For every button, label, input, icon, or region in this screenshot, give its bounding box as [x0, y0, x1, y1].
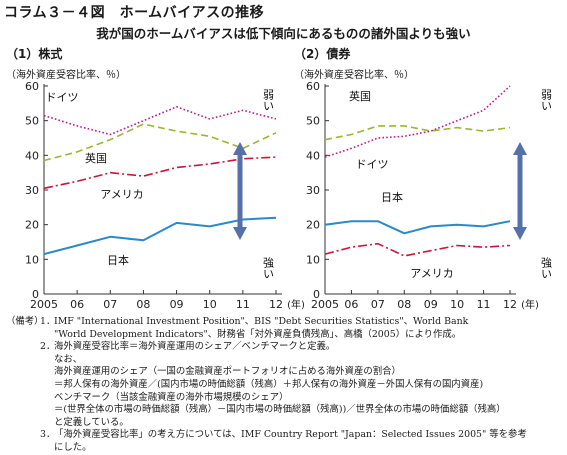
y-tick-label: 20 [306, 219, 320, 232]
bias-arrow-up-icon [233, 142, 247, 155]
y-unit-label-stocks: （海外資産受容比率、％） [6, 70, 126, 81]
y-tick-label: 20 [25, 219, 39, 232]
note-text: ＝(世界全体の市場の時価総額（残高）－国内市場の時価総額（残高))／世界全体の市… [54, 404, 506, 416]
series-label-uk: 英国 [85, 151, 107, 165]
note-text: と定義している。 [54, 416, 129, 428]
y-tick-label: 40 [25, 149, 39, 162]
x-tick-label: 09 [170, 298, 184, 311]
series-label-japan: 日本 [107, 253, 129, 267]
strong-label: 強い [262, 257, 275, 279]
y-tick-label: 0 [32, 288, 39, 301]
series-line-uk [324, 125, 511, 141]
x-tick-label: 11 [477, 298, 491, 311]
x-tick-label: 08 [397, 298, 411, 311]
x-tick-label: 06 [344, 298, 358, 311]
bias-arrow-down-icon [233, 227, 247, 240]
figure-title: コラム３－４図 ホームバイアスの推移 [4, 5, 265, 21]
x-tick-label: 12 [503, 298, 517, 311]
note-text: にした。 [54, 441, 92, 453]
note-text: 海外資産受容比率＝海外資産運用のシェア／ベンチマークと定義。 [54, 341, 336, 353]
x-tick-label: 10 [203, 298, 217, 311]
note-text: IMF "International Investment Position"、… [54, 316, 469, 327]
series-label-usa: アメリカ [100, 188, 143, 201]
x-tick-label: 12 [269, 298, 283, 311]
x-tick-label: 08 [136, 298, 150, 311]
series-line-japan [43, 216, 277, 256]
y-tick-label: 10 [25, 253, 39, 266]
note-number: 3． [40, 429, 56, 441]
note-number: 2． [40, 341, 56, 353]
note-number: 1． [40, 316, 56, 327]
x-tick-label: 06 [70, 298, 84, 311]
y-tick-label: 40 [306, 149, 320, 162]
y-tick-label: 30 [306, 184, 320, 197]
x-tick-label: 07 [103, 298, 117, 311]
weak-label: 弱い [262, 89, 275, 111]
series-label-germany: ドイツ [356, 158, 389, 171]
series-line-uk [43, 123, 277, 162]
x-tick-label: 2005 [30, 298, 58, 311]
series-line-germany [324, 85, 511, 158]
x-unit-label: (年) [521, 298, 539, 311]
series-label-uk: 英国 [349, 89, 371, 103]
x-tick-label: 2005 [311, 298, 339, 311]
panel-title-stocks: （1）株式 [6, 47, 63, 61]
y-tick-label: 50 [306, 115, 320, 128]
series-line-japan [324, 220, 511, 235]
y-tick-label: 10 [306, 253, 320, 266]
x-unit-label: (年) [287, 298, 305, 311]
y-tick-label: 60 [25, 80, 39, 93]
y-unit-label-bonds: （海外資産受容比率、％） [294, 70, 414, 81]
series-label-japan: 日本 [381, 190, 403, 204]
note-text: なお、 [54, 353, 83, 365]
y-tick-label: 50 [25, 115, 39, 128]
x-tick-label: 11 [236, 298, 250, 311]
x-tick-label: 09 [424, 298, 438, 311]
series-line-usa [324, 242, 511, 257]
panel-title-bonds: （2）債券 [294, 47, 351, 61]
note-text: 「海外資産受容比率」の考え方については、IMF Country Report "… [54, 429, 527, 441]
series-label-germany: ドイツ [46, 91, 79, 104]
note-text: "World Development Indicators"、財務省「対外資産負… [54, 328, 462, 340]
stocks-chart: 0 10 20 30 40 50 60 2005 06 07 08 09 10 11 12 (年) ドイツ英国ア… [25, 80, 305, 311]
series-line-germany [43, 106, 277, 136]
x-tick-label: 07 [371, 298, 385, 311]
notes-section: （備考） 1． IMF "International Investment Po… [6, 316, 562, 455]
bias-arrow-up-icon [513, 142, 527, 155]
note-text: ベンチマーク（当該金融資産の海外市場規模のシェア） [54, 391, 289, 403]
weak-label: 弱い [540, 89, 553, 111]
bias-arrow-down-icon [513, 227, 527, 240]
x-tick-label: 10 [450, 298, 464, 311]
y-tick-label: 30 [25, 184, 39, 197]
notes-label: （備考） [6, 316, 44, 327]
bonds-chart: 0 10 20 30 40 50 60 2005 06 07 08 09 10 11 12 (年) 英国ドイツ日… [306, 80, 553, 311]
note-text: 海外資産運用のシェア（一国の金融資産ポートフォリオに占める海外資産の割合） [54, 366, 401, 378]
y-tick-label: 0 [313, 288, 320, 301]
y-tick-label: 60 [306, 80, 320, 93]
figure-subtitle: 我が国のホームバイアスは低下傾向にあるものの諸外国よりも強い [96, 26, 471, 41]
series-line-usa [43, 156, 277, 190]
note-text: ＝邦人保有の海外資産／(国内市場の時価総額（残高）＋邦人保有の海外資産－外国人保… [54, 378, 484, 390]
series-label-usa: アメリカ [410, 267, 453, 280]
strong-label: 強い [540, 257, 553, 279]
